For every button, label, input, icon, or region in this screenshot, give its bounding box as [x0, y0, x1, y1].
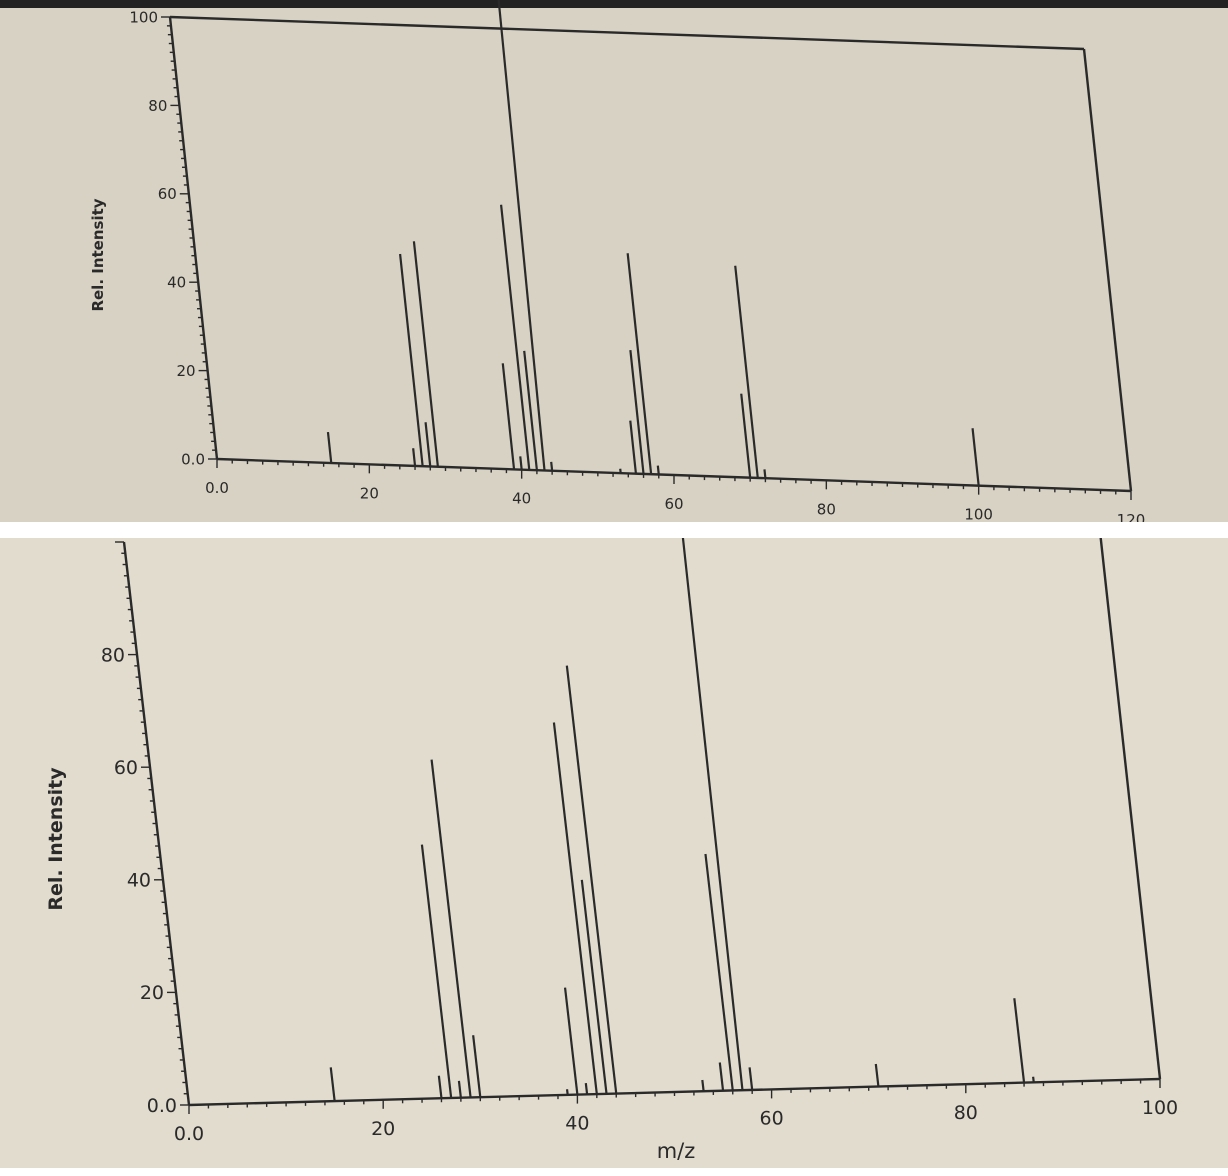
spectrum-peak	[457, 1080, 462, 1098]
spectrum-peak	[704, 853, 734, 1091]
spectrum-peak	[734, 265, 759, 479]
y-axis-title: Rel. Intensity	[45, 767, 67, 911]
x-tick-label: 40	[565, 1113, 589, 1135]
x-tick-label: 80	[954, 1102, 978, 1124]
x-tick-label: 40	[512, 490, 531, 508]
spectrum-peak	[1032, 1076, 1035, 1083]
spectrum-peak	[412, 241, 439, 467]
spectrum-peak	[519, 456, 523, 470]
mass-spectrum-chart-top: 0.0 20 40 60 80 100 120 0.0 20 40 60 80 100 Rel. Inte…	[89, 0, 1146, 522]
y-tick-label: 80	[148, 97, 167, 115]
spectrum-peak	[420, 844, 453, 1099]
y-tick-label: 100	[129, 8, 158, 26]
spectrum-peak	[681, 538, 744, 1091]
spectrum-peak	[740, 393, 752, 478]
x-tick-label: 0.0	[174, 1123, 204, 1145]
spectrum-peak	[580, 879, 608, 1094]
spectrum-peak	[701, 1079, 705, 1092]
spectrum-peak	[499, 204, 531, 471]
spectrum-peak	[552, 722, 598, 1095]
x-tick-label: 0.0	[205, 479, 229, 497]
spectrum-peak	[472, 1035, 482, 1098]
x-tick-label: 100	[1142, 1097, 1178, 1119]
spectrum-panel-bottom: 0.0 20 40 60 80 100 0.0 20 40 60 80 Rel. Intensity m…	[0, 538, 1228, 1168]
y-tick-label: 40	[167, 274, 186, 292]
x-axis-title: m/z	[657, 1139, 696, 1163]
right-frame-line	[1099, 538, 1162, 1080]
y-axis-title: Rel. Intensity	[89, 198, 107, 311]
y-tick-label: 60	[114, 757, 138, 779]
spectrum-peak	[430, 759, 472, 1098]
spectrum-peak	[412, 448, 417, 467]
spectrum-peak	[329, 1067, 336, 1102]
y-tick-label: 60	[158, 185, 177, 203]
y-tick-label: 40	[127, 870, 151, 892]
x-tick-label: 60	[664, 495, 683, 513]
spectrum-peak	[629, 350, 645, 475]
spectrum-peak	[626, 253, 653, 475]
spectrum-peak	[971, 428, 980, 486]
x-tick-label: 60	[760, 1107, 784, 1129]
y-tick-label: 0.0	[181, 450, 205, 468]
spectrum-peak	[326, 431, 333, 464]
x-tick-label: 80	[817, 500, 836, 518]
spectrum-peak	[565, 665, 618, 1094]
y-tick-label: 20	[140, 982, 164, 1004]
spectrum-peak	[748, 1067, 754, 1091]
x-tick-label: 120	[1117, 511, 1146, 522]
y-tick-label: 20	[177, 362, 196, 380]
spectrum-peak	[437, 1075, 443, 1099]
spectrum-peak	[565, 1089, 569, 1095]
spectrum-peak	[718, 1062, 725, 1091]
right-frame-line	[1082, 48, 1133, 492]
spectrum-peak	[398, 253, 424, 467]
spectrum-peak	[550, 461, 554, 471]
spectrum-peak	[497, 0, 546, 471]
top-frame-line	[169, 15, 1085, 51]
spectrum-peak	[501, 363, 516, 470]
spectrum-peak	[874, 1063, 880, 1087]
mass-spectrum-chart-bottom: 0.0 20 40 60 80 100 0.0 20 40 60 80 Rel. Intensity m…	[45, 538, 1178, 1163]
spectrum-panel-top: 0.0 20 40 60 80 100 120 0.0 20 40 60 80 100 Rel. Inte…	[0, 0, 1228, 522]
x-tick-label: 100	[964, 506, 993, 522]
x-tick-label: 20	[360, 484, 379, 502]
y-tick-label: 0.0	[147, 1095, 177, 1117]
y-tick-label: 80	[101, 644, 125, 666]
spectrum-peak	[523, 350, 538, 471]
spectrum-peak	[1013, 998, 1026, 1083]
spectrum-peak	[763, 469, 767, 479]
spectrum-peak	[656, 465, 660, 475]
spectrum-peak	[563, 987, 579, 1095]
spectrum-peak	[584, 1082, 589, 1095]
spectrum-peak	[424, 422, 432, 467]
photo-top-edge	[0, 0, 1228, 8]
x-tick-label: 20	[371, 1118, 395, 1140]
spectrum-peak	[629, 420, 638, 474]
